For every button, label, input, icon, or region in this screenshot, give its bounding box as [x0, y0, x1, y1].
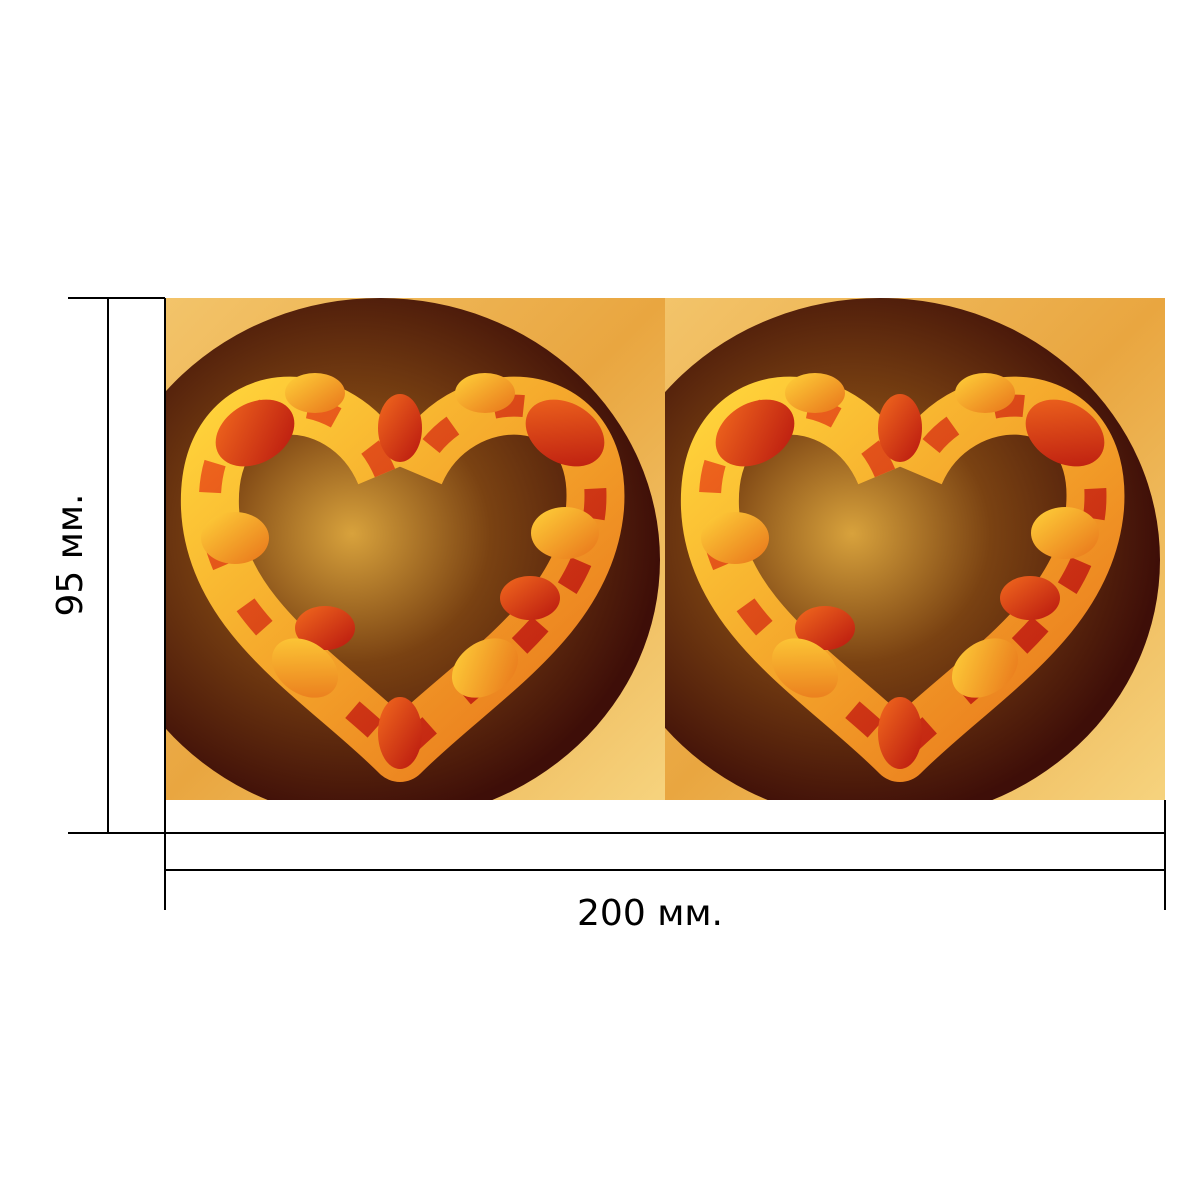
panel-left: [100, 298, 665, 822]
width-label: 200 мм.: [577, 893, 723, 934]
dimension-lines: [68, 297, 1166, 910]
height-label: 95 мм.: [50, 493, 91, 616]
panel-right: [600, 298, 1165, 822]
